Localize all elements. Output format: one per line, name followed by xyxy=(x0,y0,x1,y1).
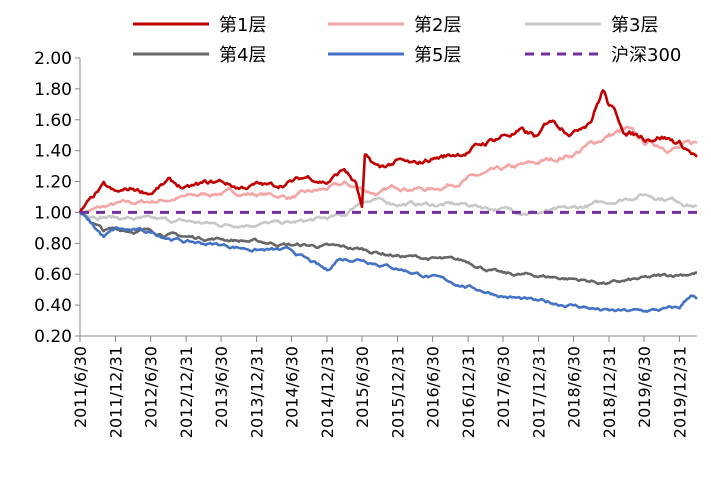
legend-item: 沪深300 xyxy=(525,45,681,66)
legend-item: 第1层 xyxy=(133,15,266,36)
legend-item: 第3层 xyxy=(525,15,658,36)
series-line-1 xyxy=(78,89,698,213)
legend-item: 第4层 xyxy=(133,45,266,66)
x-tick-label: 2011/12/31 xyxy=(107,346,126,438)
y-tick-label: 0.60 xyxy=(34,265,72,285)
y-tick-label: 1.80 xyxy=(34,80,72,100)
x-tick-label: 2017/12/31 xyxy=(530,346,549,438)
x-tick-label: 2013/6/30 xyxy=(212,346,231,428)
y-tick-label: 1.60 xyxy=(34,111,72,131)
x-axis: 2011/6/30 2011/12/31 2012/6/30 2012/12/31 20… xyxy=(71,335,697,438)
x-tick-label: 2014/6/30 xyxy=(283,346,302,428)
x-tick-label: 2011/6/30 xyxy=(71,346,90,428)
x-tick-label: 2012/6/30 xyxy=(142,346,161,428)
series-line-4 xyxy=(79,210,698,286)
legend-label: 第4层 xyxy=(219,45,266,66)
x-tick-label: 2019/12/31 xyxy=(670,346,689,438)
y-tick-label: 0.80 xyxy=(34,234,72,254)
y-tick-label: 1.40 xyxy=(34,142,72,162)
x-tick-label: 2018/6/30 xyxy=(564,346,583,428)
x-tick-label: 2019/6/30 xyxy=(635,346,654,428)
y-tick-label: 0.20 xyxy=(34,327,72,347)
legend-item: 第2层 xyxy=(328,15,461,36)
x-tick-label: 2012/12/31 xyxy=(177,346,196,438)
legend-label: 第1层 xyxy=(219,15,266,36)
y-tick-label: 1.20 xyxy=(34,173,72,193)
x-tick-label: 2017/6/30 xyxy=(494,346,513,428)
y-tick-label: 0.40 xyxy=(34,296,72,316)
y-axis: 0.20 0.40 0.60 0.80 1.00 1.20 1.40 1.60 1.80 2.00 xyxy=(34,49,81,347)
x-tick-label: 2015/12/31 xyxy=(388,346,407,438)
series-layer xyxy=(78,89,698,313)
x-tick-label: 2015/6/30 xyxy=(353,346,372,428)
series-line-5 xyxy=(79,211,698,313)
x-tick-label: 2013/12/31 xyxy=(248,346,267,438)
legend-label: 沪深300 xyxy=(611,45,681,66)
x-tick-label: 2014/12/31 xyxy=(318,346,337,438)
x-tick-label: 2016/6/30 xyxy=(424,346,443,428)
series-line-2 xyxy=(79,125,698,215)
legend-label: 第5层 xyxy=(414,45,461,66)
legend-item: 第5层 xyxy=(328,45,461,66)
series-line-3 xyxy=(79,193,698,229)
x-tick-label: 2018/12/31 xyxy=(600,346,619,438)
legend-label: 第3层 xyxy=(611,15,658,36)
legend-label: 第2层 xyxy=(414,15,461,36)
x-tick-label: 2016/12/31 xyxy=(459,346,478,438)
y-tick-label: 1.00 xyxy=(34,203,72,223)
y-tick-label: 2.00 xyxy=(34,49,72,69)
